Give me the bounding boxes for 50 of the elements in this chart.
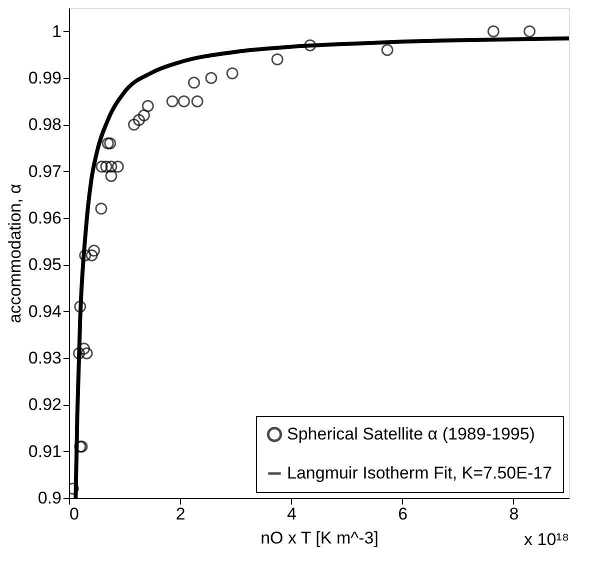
legend-label: Spherical Satellite α (1989-1995)	[287, 424, 535, 444]
y-tick-label: 0.95	[28, 255, 62, 274]
point	[96, 160, 108, 173]
y-tick-label: 0.9	[38, 488, 62, 508]
y-tick-label: 0.96	[28, 208, 62, 228]
point	[73, 347, 85, 360]
point	[142, 100, 154, 112]
x-tick-label: 4	[286, 504, 296, 524]
legend-label: Langmuir Isotherm Fit, K=7.50E-17	[287, 464, 552, 482]
point	[128, 118, 140, 131]
x-tick-label: 0	[70, 504, 79, 524]
y-tick-label: 0.98	[28, 115, 62, 134]
point	[304, 39, 316, 52]
point	[205, 72, 218, 84]
point	[80, 347, 93, 360]
point	[102, 137, 114, 150]
x-tick-label: 2	[176, 504, 186, 524]
y-tick-label: 0.92	[28, 395, 62, 414]
point	[74, 300, 86, 313]
point	[95, 202, 108, 215]
y-tick-label: 0.97	[28, 162, 62, 181]
point	[381, 44, 394, 56]
y-tick-label: 0.93	[28, 348, 62, 368]
point	[133, 114, 145, 126]
point	[88, 244, 100, 257]
y-tick-label: 0.99	[28, 68, 62, 88]
point	[105, 170, 118, 182]
point	[487, 25, 500, 38]
point	[166, 95, 178, 108]
point	[86, 249, 98, 262]
point	[178, 95, 190, 108]
x-axis-title: nO x T [K m^-3]	[260, 528, 378, 548]
point	[79, 249, 92, 262]
text: x 10¹⁸	[524, 530, 569, 549]
point	[100, 160, 112, 173]
point	[188, 76, 200, 89]
x-tick-label: 8	[509, 504, 519, 524]
point	[138, 109, 150, 122]
point	[112, 160, 124, 173]
y-tick-label: 0.94	[28, 302, 62, 321]
y-axis-title: accommodation, α	[5, 184, 24, 324]
y-tick-label: 1	[52, 22, 62, 41]
y-tick-label: 0.91	[28, 442, 62, 461]
point	[271, 53, 284, 66]
point	[191, 95, 204, 108]
point	[524, 25, 536, 38]
x-tick-label: 6	[398, 504, 408, 524]
point	[104, 137, 116, 150]
point	[105, 160, 118, 173]
point	[226, 67, 238, 80]
